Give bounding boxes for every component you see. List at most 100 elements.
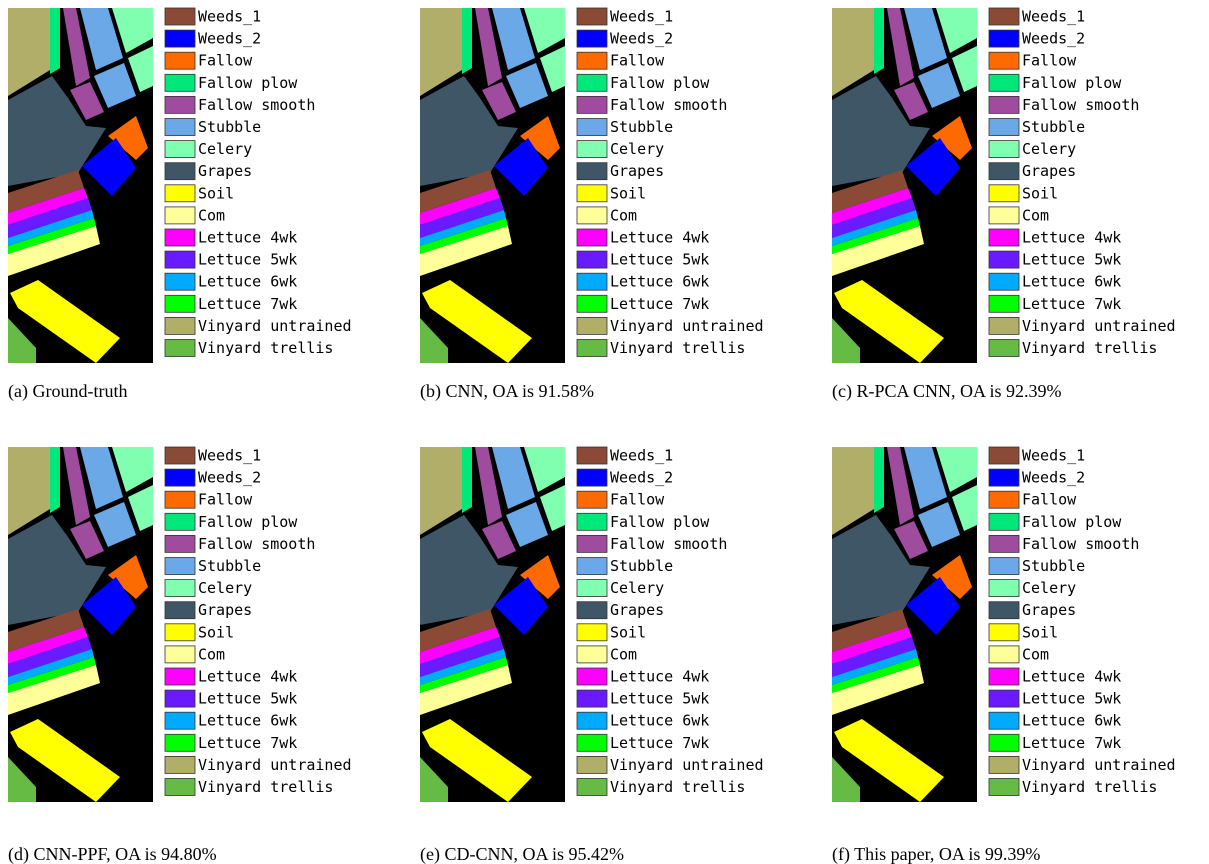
legend-swatch [165,602,195,619]
legend-swatch [577,558,607,575]
legend-label: Grapes [198,162,252,180]
legend-label: Fallow smooth [1022,96,1139,114]
legend-swatch [989,513,1019,530]
legend-label: Celery [610,140,664,158]
legend-swatch [577,580,607,597]
panel: Weeds_1Weeds_2FallowFallow plowFallow sm… [420,447,764,864]
legend-label: Com [1022,206,1049,224]
legend-label: Celery [1022,140,1076,158]
legend-swatch [989,580,1019,597]
classification-map [832,447,977,802]
map-region [874,8,884,74]
legend-swatch [989,295,1019,312]
legend-swatch [577,513,607,530]
legend-label: Celery [198,579,252,597]
legend-swatch [165,624,195,641]
legend-swatch [165,8,195,25]
legend-swatch [989,734,1019,751]
legend-swatch [989,756,1019,773]
legend-label: Lettuce 4wk [198,668,297,686]
legend-swatch [989,185,1019,202]
legend-label: Com [198,645,225,663]
legend-swatch [989,207,1019,224]
legend-swatch [165,558,195,575]
map-region [874,447,884,513]
classification-map [832,8,977,363]
legend-label: Weeds_2 [198,469,261,487]
legend-label: Vinyard untrained [610,317,764,335]
legend-label: Com [610,645,637,663]
legend-swatch [577,712,607,729]
legend-label: Lettuce 6wk [610,712,709,730]
legend-label: Lettuce 5wk [610,251,709,269]
legend-label: Vinyard untrained [1022,756,1176,774]
legend-swatch [577,96,607,113]
legend-label: Weeds_1 [610,447,673,465]
legend-swatch [577,141,607,158]
legend-label: Stubble [610,557,673,575]
legend-label: Fallow [198,491,253,509]
legend-label: Soil [198,623,234,641]
legend-swatch [989,535,1019,552]
legend-swatch [165,229,195,246]
panel-caption: (d) CNN-PPF, OA is 94.80% [8,844,217,864]
legend-label: Lettuce 5wk [198,690,297,708]
legend-label: Soil [610,623,646,641]
legend-label: Lettuce 5wk [198,251,297,269]
legend-swatch [577,229,607,246]
legend-swatch [577,74,607,91]
legend-label: Vinyard trellis [1022,778,1157,796]
legend-swatch [577,119,607,136]
legend-label: Com [610,206,637,224]
legend-label: Lettuce 5wk [610,690,709,708]
legend-swatch [165,513,195,530]
legend-swatch [165,447,195,464]
panel-caption: (b) CNN, OA is 91.58% [420,381,594,402]
legend-swatch [165,207,195,224]
legend-swatch [577,469,607,486]
legend-label: Com [1022,645,1049,663]
legend-swatch [577,163,607,180]
legend-label: Stubble [610,118,673,136]
legend-label: Vinyard trellis [610,778,745,796]
legend-swatch [577,491,607,508]
legend-swatch [577,185,607,202]
legend-swatch [577,52,607,69]
legend-swatch [989,141,1019,158]
legend-label: Fallow smooth [198,535,315,553]
legend-swatch [165,119,195,136]
legend-label: Lettuce 6wk [1022,712,1121,730]
legend-swatch [165,340,195,357]
legend-label: Grapes [1022,162,1076,180]
legend-label: Lettuce 4wk [610,668,709,686]
legend-label: Lettuce 7wk [1022,295,1121,313]
legend-label: Stubble [1022,118,1085,136]
figure: Weeds_1Weeds_2FallowFallow plowFallow sm… [0,0,1209,864]
legend-label: Lettuce 7wk [610,734,709,752]
legend-label: Lettuce 4wk [610,229,709,247]
legend-swatch [165,668,195,685]
legend-label: Stubble [198,118,261,136]
legend-label: Weeds_2 [610,30,673,48]
panel: Weeds_1Weeds_2FallowFallow plowFallow sm… [832,447,1176,864]
legend-swatch [989,340,1019,357]
legend-label: Lettuce 4wk [198,229,297,247]
legend-label: Weeds_1 [1022,447,1085,465]
legend-label: Lettuce 4wk [1022,668,1121,686]
legend-swatch [989,8,1019,25]
legend-label: Grapes [610,601,664,619]
legend-swatch [165,712,195,729]
legend-label: Fallow smooth [198,96,315,114]
legend-label: Soil [610,184,646,202]
legend-swatch [989,646,1019,663]
legend-swatch [165,756,195,773]
legend-label: Vinyard untrained [1022,317,1176,335]
map-region [50,8,60,74]
legend-swatch [989,52,1019,69]
legend-swatch [989,119,1019,136]
classification-map [8,8,153,363]
legend-swatch [989,30,1019,47]
legend-swatch [989,96,1019,113]
panel-caption: (e) CD-CNN, OA is 95.42% [420,844,624,864]
legend-label: Vinyard trellis [1022,339,1157,357]
